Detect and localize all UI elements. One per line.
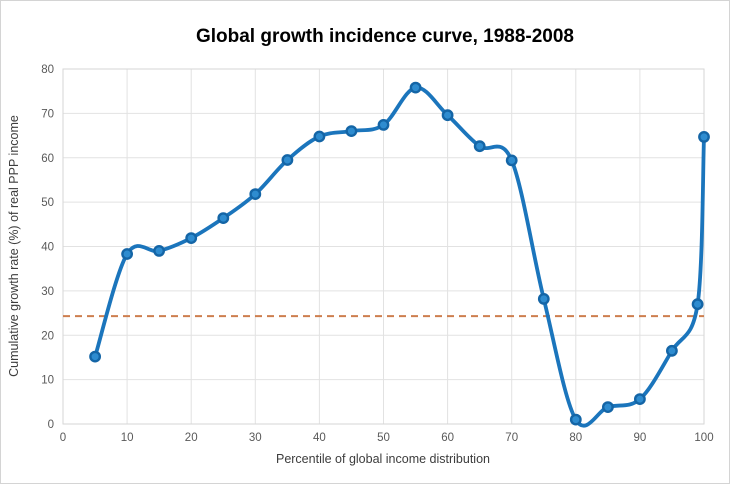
data-point — [185, 232, 198, 245]
y-tick-label: 40 — [41, 242, 54, 254]
x-tick-label: 100 — [694, 432, 713, 444]
y-tick-label: 30 — [41, 286, 54, 298]
chart-title: Global growth incidence curve, 1988-2008 — [196, 26, 574, 47]
x-tick-label: 70 — [505, 432, 518, 444]
data-series — [89, 81, 710, 428]
y-tick-label: 0 — [48, 419, 54, 431]
data-point — [698, 130, 710, 143]
x-tick-label: 60 — [441, 432, 454, 444]
axis-tick-labels: 0 10 20 30 40 50 60 70 80 90 100 0 10 20 30 40 50 60 70 80 — [41, 64, 713, 444]
data-point — [153, 244, 166, 257]
y-tick-label: 60 — [41, 153, 54, 165]
data-point — [537, 292, 550, 305]
data-point — [602, 401, 614, 413]
data-point — [281, 154, 294, 166]
x-axis-label: Percentile of global income distribution — [276, 452, 490, 466]
data-point — [313, 130, 326, 143]
data-point — [217, 212, 230, 225]
plot-frame — [62, 68, 705, 425]
data-point — [569, 413, 582, 426]
x-tick-label: 10 — [121, 432, 134, 444]
data-point — [505, 154, 518, 167]
x-tick-label: 20 — [185, 432, 198, 444]
y-tick-label: 70 — [41, 108, 54, 120]
y-tick-label: 80 — [41, 64, 54, 76]
x-tick-label: 90 — [634, 432, 647, 444]
y-tick-label: 10 — [41, 375, 54, 387]
x-tick-label: 80 — [569, 432, 582, 444]
data-point — [409, 81, 422, 94]
x-tick-label: 0 — [60, 432, 66, 444]
data-point — [89, 350, 102, 363]
y-tick-label: 50 — [41, 197, 54, 209]
x-tick-label: 40 — [313, 432, 326, 444]
data-point — [473, 140, 486, 153]
data-point — [345, 125, 358, 138]
y-tick-label: 20 — [41, 330, 54, 342]
data-point — [249, 188, 262, 201]
growth-curve-line — [93, 85, 706, 428]
data-point — [691, 298, 704, 311]
y-axis-label: Cumulative growth rate (%) of real PPP i… — [7, 115, 21, 377]
data-point — [377, 119, 390, 131]
x-tick-label: 50 — [377, 432, 390, 444]
plot-border — [62, 68, 705, 425]
data-point — [634, 393, 646, 405]
data-point — [666, 344, 678, 357]
x-tick-label: 30 — [249, 432, 262, 444]
data-point — [441, 109, 454, 122]
data-point — [121, 248, 134, 260]
